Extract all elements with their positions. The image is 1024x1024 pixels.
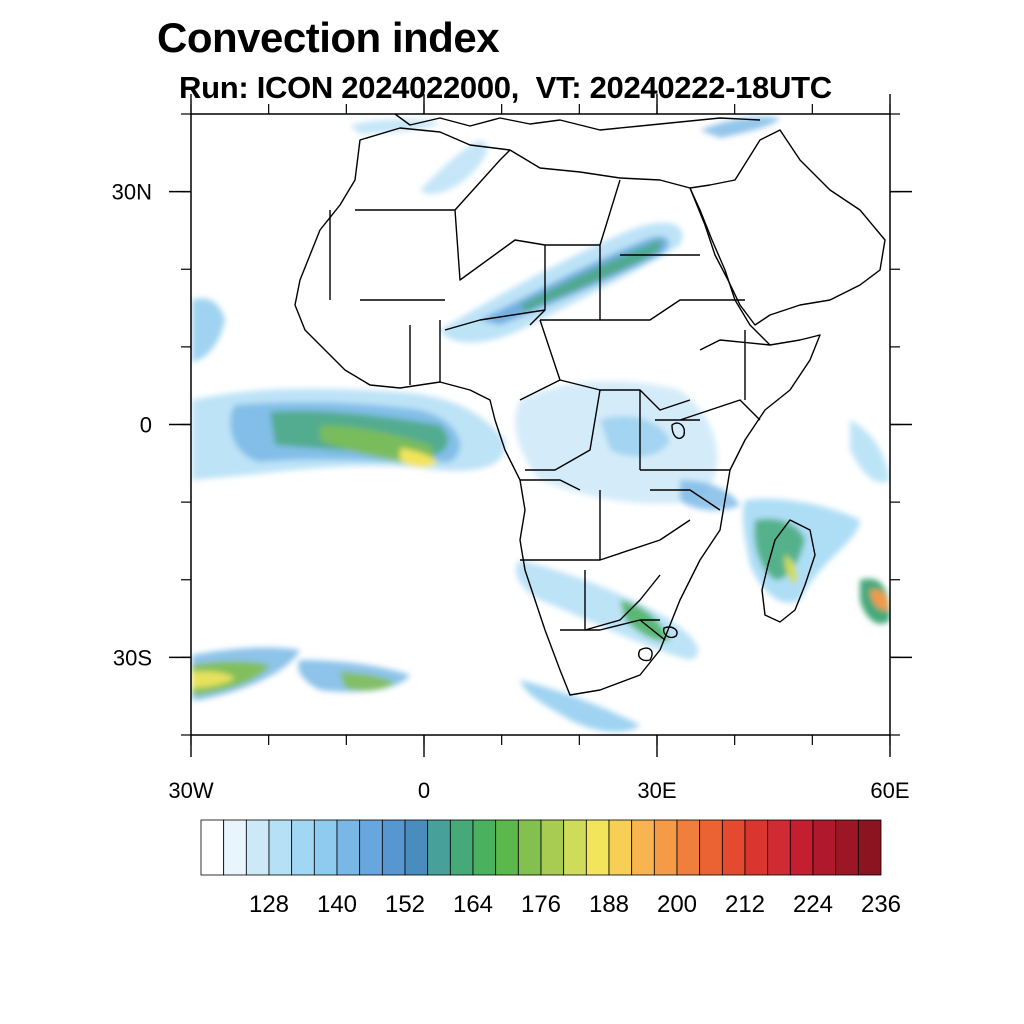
- colorbar-swatch: [857, 819, 882, 876]
- colorbar: 128 140 152 164 176 188 200 212 224 236: [200, 819, 901, 918]
- colorbar-swatch: [608, 819, 633, 876]
- colorbar-swatch: [835, 819, 859, 876]
- lat-tick-label: 0: [140, 413, 152, 438]
- convection-field: [192, 116, 890, 732]
- colorbar-swatch: [472, 819, 497, 876]
- colorbar-swatch: [200, 819, 225, 876]
- map-axes: 30W 0 30E 60E 30N 0 30S: [112, 94, 912, 803]
- colorbar-swatch: [427, 819, 451, 876]
- colorbar-swatch: [789, 819, 814, 876]
- colorbar-label: 224: [793, 891, 833, 918]
- colorbar-swatch: [404, 819, 429, 876]
- colorbar-label: 128: [249, 891, 289, 918]
- colorbar-swatch: [336, 819, 361, 876]
- colorbar-label: 164: [453, 891, 493, 918]
- colorbar-label: 236: [861, 891, 901, 918]
- map-title: Convection index: [157, 14, 500, 61]
- lon-tick-label: 30E: [637, 778, 676, 803]
- colorbar-swatch: [291, 819, 315, 876]
- lon-tick-label: 30W: [168, 778, 213, 803]
- colorbar-swatch: [449, 819, 474, 876]
- colorbar-swatch: [245, 819, 270, 876]
- colorbar-label: 188: [589, 891, 629, 918]
- colorbar-swatch: [744, 819, 769, 876]
- colorbar-swatch: [631, 819, 655, 876]
- colorbar-swatch: [313, 819, 338, 876]
- colorbar-swatch: [812, 819, 837, 876]
- lon-tick-label: 0: [418, 778, 430, 803]
- colorbar-swatch: [721, 819, 746, 876]
- colorbar-swatch: [381, 819, 406, 876]
- map-subtitle: Run: ICON 2024022000, VT: 20240222-18UTC: [179, 70, 832, 105]
- colorbar-swatch: [359, 819, 383, 876]
- colorbar-swatch: [517, 819, 542, 876]
- colorbar-label: 212: [725, 891, 765, 918]
- lon-tick-label: 60E: [870, 778, 909, 803]
- colorbar-swatch: [676, 819, 701, 876]
- colorbar-label: 176: [521, 891, 561, 918]
- colorbar-swatch: [699, 819, 723, 876]
- lat-tick-label: 30N: [112, 180, 152, 205]
- colorbar-swatch: [767, 819, 791, 876]
- colorbar-swatch: [495, 819, 519, 876]
- colorbar-label: 200: [657, 891, 697, 918]
- colorbar-swatch: [563, 819, 587, 876]
- colorbar-swatch: [223, 819, 247, 876]
- colorbar-swatch: [653, 819, 678, 876]
- colorbar-swatch: [540, 819, 565, 876]
- colorbar-swatch: [268, 819, 293, 876]
- lat-tick-label: 30S: [113, 645, 152, 670]
- colorbar-label: 140: [317, 891, 357, 918]
- colorbar-label: 152: [385, 891, 425, 918]
- colorbar-swatch: [585, 819, 610, 876]
- coastlines-and-borders: [294, 114, 886, 696]
